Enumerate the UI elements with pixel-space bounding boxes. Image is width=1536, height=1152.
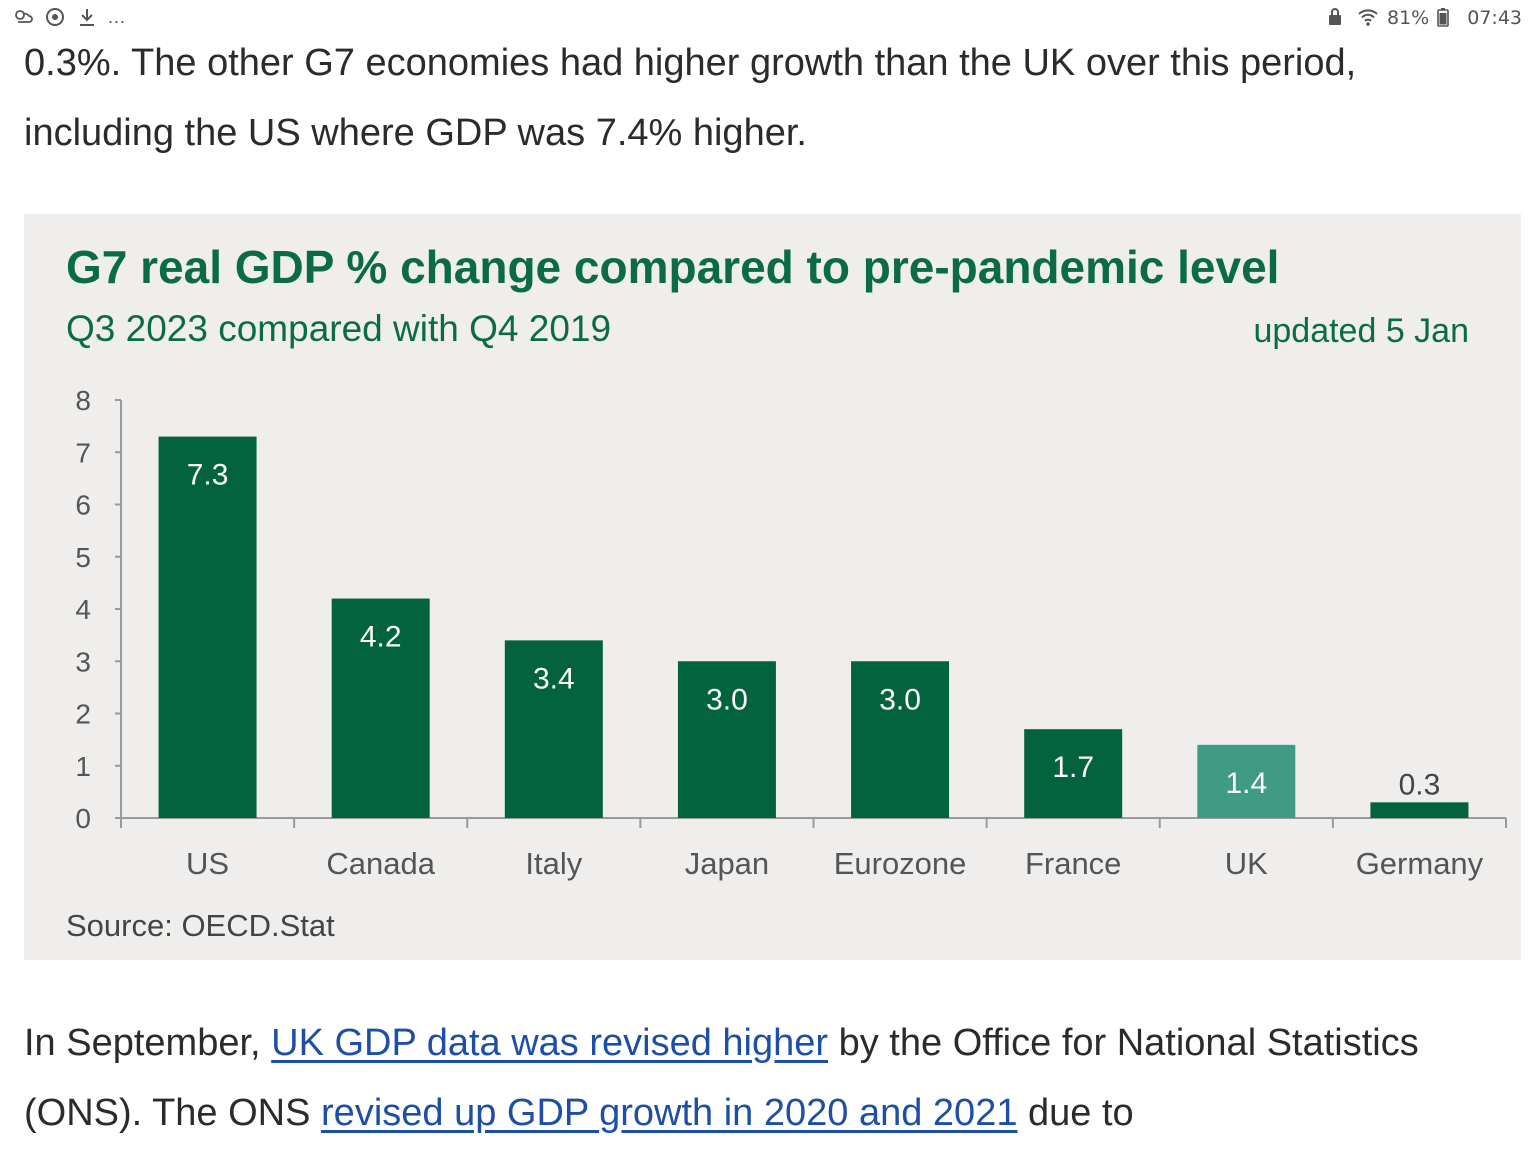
sync-icon xyxy=(44,6,66,28)
y-tick-label: 1 xyxy=(75,751,91,782)
bar-value-label: 7.3 xyxy=(187,459,229,492)
x-tick-label: France xyxy=(1025,846,1121,881)
y-tick-label: 3 xyxy=(75,646,91,677)
chart-title: G7 real GDP % change compared to pre-pan… xyxy=(66,241,1280,293)
x-tick-label: US xyxy=(186,846,229,881)
bar-uk xyxy=(1197,744,1296,818)
y-tick-label: 8 xyxy=(75,385,91,416)
bar-value-label: 3.0 xyxy=(879,683,921,716)
x-tick-label: Canada xyxy=(326,846,435,881)
bar-chart: 0 1 2 3 4 5 6 7 8 7.3 US 4.2 Canada 3.4 Italy 3.0 Japan 3… xyxy=(75,385,1507,881)
bar-eurozone xyxy=(851,661,950,818)
x-tick-label: Italy xyxy=(525,846,582,881)
bar-value-label: 3.4 xyxy=(533,662,575,695)
bar-value-label: 1.4 xyxy=(1225,767,1267,800)
bar-value-label: 3.0 xyxy=(706,683,748,716)
x-tick-label: UK xyxy=(1225,846,1268,881)
status-bar-right: 81% 07:43 xyxy=(1327,7,1522,29)
paragraph-text: due to xyxy=(1017,1092,1134,1134)
x-tick-label: Eurozone xyxy=(834,846,967,881)
y-tick-label: 5 xyxy=(75,542,91,573)
article-paragraph: In September, UK GDP data was revised hi… xyxy=(24,1008,1514,1148)
lock-icon xyxy=(1327,7,1349,29)
bar-france xyxy=(1024,729,1123,818)
weather-icon xyxy=(12,6,34,28)
link-gdp-growth-revised[interactable]: revised up GDP growth in 2020 and 2021 xyxy=(321,1092,1018,1134)
bar-us xyxy=(158,436,257,818)
status-bar-left: ... xyxy=(12,6,126,28)
battery-percent: 81% xyxy=(1387,7,1430,29)
battery-icon xyxy=(1437,7,1459,29)
y-tick-label: 2 xyxy=(75,699,91,730)
bar-value-label: 0.3 xyxy=(1399,768,1441,801)
bar-italy xyxy=(504,640,603,818)
article-paragraph: 0.3%. The other G7 economies had higher … xyxy=(24,42,1357,154)
clock: 07:43 xyxy=(1467,7,1522,29)
link-uk-gdp-revised[interactable]: UK GDP data was revised higher xyxy=(271,1022,829,1064)
bar-germany xyxy=(1370,802,1469,818)
chart-updated-date: updated 5 Jan xyxy=(1253,312,1469,350)
chart-subtitle: Q3 2023 compared with Q4 2019 xyxy=(66,308,612,349)
x-tick-label: Japan xyxy=(685,846,769,881)
paragraph-text: In September, xyxy=(24,1022,272,1064)
paragraph-text: by the Office for National Statistics (O… xyxy=(24,1022,1419,1134)
y-tick-label: 0 xyxy=(75,803,91,834)
more-notifications: ... xyxy=(108,6,127,27)
bar-japan xyxy=(677,661,776,818)
wifi-icon xyxy=(1357,7,1379,29)
bar-value-label: 1.7 xyxy=(1052,751,1094,784)
y-tick-label: 7 xyxy=(75,437,91,468)
bar-canada xyxy=(331,598,430,818)
x-tick-label: Germany xyxy=(1356,846,1484,881)
bar-value-label: 4.2 xyxy=(360,621,402,654)
y-tick-label: 6 xyxy=(75,490,91,521)
status-bar: ... 81% 07:43 xyxy=(0,0,1536,36)
chart-figure: G7 real GDP % change compared to pre-pan… xyxy=(24,214,1521,960)
download-icon xyxy=(76,6,98,28)
y-tick-label: 4 xyxy=(75,594,91,625)
chart-source: Source: OECD.Stat xyxy=(66,908,335,943)
